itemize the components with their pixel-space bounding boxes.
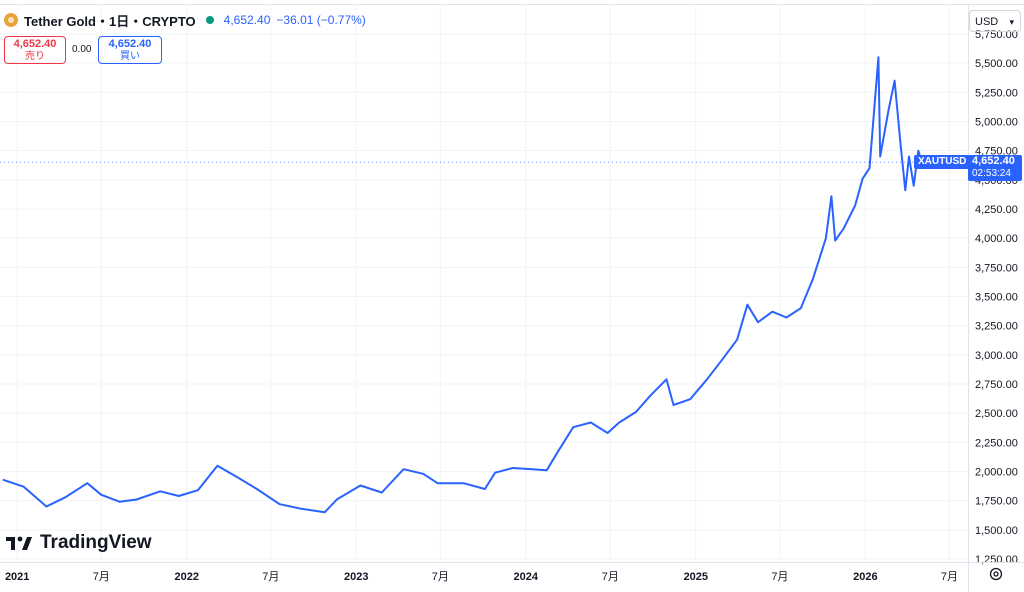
y-tick-label: 3,000.00 [975, 350, 1018, 362]
y-tick-label: 1,750.00 [975, 496, 1018, 508]
symbol-header: Tether Gold・1日・CRYPTO 4,652.40 −36.01 (−… [4, 10, 366, 30]
x-tick-label: 2022 [174, 571, 198, 583]
y-tick-label: 3,500.00 [975, 292, 1018, 304]
market-status-icon [205, 16, 214, 24]
tradingview-logo-icon [6, 536, 32, 550]
chevron-down-icon: ▾ [1009, 17, 1014, 27]
x-tick-label: 7月 [771, 571, 788, 583]
buy-label: 買い [120, 51, 140, 62]
y-tick-label: 4,750.00 [975, 146, 1018, 158]
last-price: 4,652.40 [223, 13, 271, 27]
x-tick-label: 7月 [93, 571, 110, 583]
tether-gold-coin-icon [4, 13, 18, 27]
y-tick-label: 4,250.00 [975, 204, 1018, 216]
x-tick-label: 7月 [602, 571, 619, 583]
y-tick-label: 2,000.00 [975, 467, 1018, 479]
y-tick-label: 2,250.00 [975, 437, 1018, 449]
currency-selector[interactable]: USD ▾ [969, 10, 1021, 32]
x-tick-label: 7月 [262, 571, 279, 583]
tradingview-watermark[interactable]: TradingView [6, 532, 152, 554]
y-tick-label: 1,500.00 [975, 525, 1018, 537]
spread-value: 0.00 [72, 44, 92, 55]
x-tick-label: 2024 [514, 571, 539, 583]
symbol-title[interactable]: Tether Gold・1日・CRYPTO [24, 13, 196, 29]
buy-price: 4,652.40 [108, 38, 152, 50]
y-tick-label: 3,750.00 [975, 262, 1018, 274]
bar-countdown: 02:53:24 [972, 168, 1011, 180]
price-tag-value: 4,652.40 [972, 155, 1015, 168]
y-tick-label: 2,500.00 [975, 408, 1018, 420]
currency-label: USD [975, 16, 999, 28]
gear-icon[interactable] [988, 566, 1004, 582]
buy-button[interactable]: 4,652.40 買い [98, 36, 162, 64]
price-change: −36.01 (−0.77%) [276, 13, 366, 27]
x-tick-label: 2026 [853, 571, 877, 583]
y-tick-label: 4,000.00 [975, 233, 1018, 245]
y-tick-label: 3,250.00 [975, 321, 1018, 333]
x-tick-label: 2021 [5, 571, 29, 583]
y-tick-label: 5,500.00 [975, 58, 1018, 70]
y-tick-label: 2,750.00 [975, 379, 1018, 391]
x-tick-label: 7月 [432, 571, 449, 583]
watermark-text: TradingView [40, 532, 152, 553]
x-tick-label: 2025 [684, 571, 708, 583]
y-tick-label: 5,250.00 [975, 87, 1018, 99]
sell-label: 売り [25, 51, 45, 62]
sell-button[interactable]: 4,652.40 売り [4, 36, 66, 64]
y-tick-label: 5,750.00 [975, 29, 1018, 41]
y-tick-label: 1,250.00 [975, 554, 1018, 566]
last-price-tag: 4,652.40 02:53:24 [968, 155, 1022, 182]
price-line [2, 56, 923, 514]
symbol-label: XAUTUSD [914, 155, 971, 170]
x-tick-label: 2023 [344, 571, 368, 583]
x-tick-label: 7月 [941, 571, 958, 583]
y-tick-label: 5,000.00 [975, 117, 1018, 129]
sell-price: 4,652.40 [13, 38, 57, 50]
